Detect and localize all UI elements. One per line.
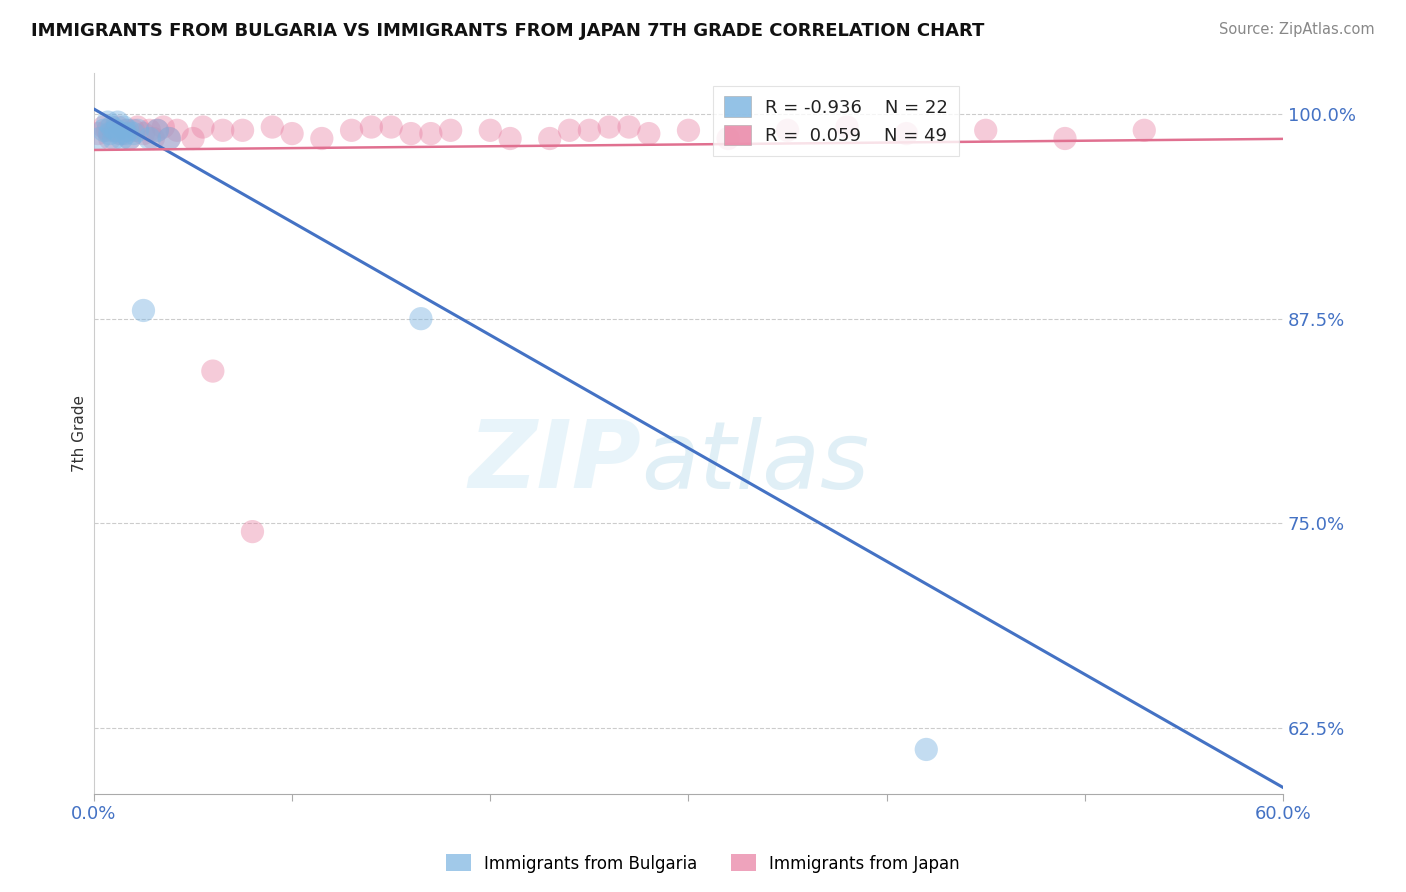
- Point: [114, 123, 136, 137]
- Point: [166, 123, 188, 137]
- Point: [122, 127, 145, 141]
- Y-axis label: 7th Grade: 7th Grade: [72, 395, 87, 472]
- Point: [89, 131, 111, 145]
- Point: [103, 131, 125, 145]
- Point: [311, 131, 333, 145]
- Point: [399, 127, 422, 141]
- Point: [232, 123, 254, 137]
- Point: [146, 123, 169, 137]
- Text: IMMIGRANTS FROM BULGARIA VS IMMIGRANTS FROM JAPAN 7TH GRADE CORRELATION CHART: IMMIGRANTS FROM BULGARIA VS IMMIGRANTS F…: [31, 22, 984, 40]
- Point: [281, 127, 304, 141]
- Point: [211, 123, 233, 137]
- Legend: R = -0.936    N = 22, R =  0.059    N = 49: R = -0.936 N = 22, R = 0.059 N = 49: [713, 86, 959, 156]
- Point: [111, 127, 134, 141]
- Point: [138, 123, 160, 137]
- Point: [117, 123, 139, 137]
- Point: [112, 120, 135, 134]
- Point: [201, 364, 224, 378]
- Point: [97, 115, 120, 129]
- Point: [915, 742, 938, 756]
- Point: [678, 123, 700, 137]
- Point: [409, 311, 432, 326]
- Point: [835, 120, 858, 134]
- Point: [896, 127, 918, 141]
- Point: [558, 123, 581, 137]
- Point: [380, 120, 402, 134]
- Point: [97, 123, 120, 137]
- Point: [157, 131, 180, 145]
- Text: ZIP: ZIP: [468, 417, 641, 508]
- Point: [157, 131, 180, 145]
- Point: [617, 120, 640, 134]
- Point: [152, 120, 174, 134]
- Point: [104, 123, 127, 137]
- Point: [98, 127, 121, 141]
- Point: [340, 123, 363, 137]
- Text: Source: ZipAtlas.com: Source: ZipAtlas.com: [1219, 22, 1375, 37]
- Point: [181, 131, 204, 145]
- Point: [127, 123, 149, 137]
- Point: [118, 131, 141, 145]
- Point: [637, 127, 659, 141]
- Point: [138, 131, 160, 145]
- Point: [103, 123, 125, 137]
- Point: [479, 123, 502, 137]
- Point: [127, 120, 149, 134]
- Point: [98, 131, 121, 145]
- Point: [440, 123, 463, 137]
- Point: [538, 131, 561, 145]
- Point: [776, 123, 799, 137]
- Point: [132, 303, 155, 318]
- Point: [142, 131, 165, 145]
- Point: [360, 120, 382, 134]
- Point: [100, 120, 122, 134]
- Point: [114, 127, 136, 141]
- Point: [132, 127, 155, 141]
- Point: [93, 120, 115, 134]
- Point: [118, 131, 141, 145]
- Point: [191, 120, 214, 134]
- Point: [146, 123, 169, 137]
- Point: [262, 120, 284, 134]
- Point: [598, 120, 620, 134]
- Point: [419, 127, 441, 141]
- Point: [499, 131, 522, 145]
- Point: [87, 127, 110, 141]
- Text: atlas: atlas: [641, 417, 869, 508]
- Legend: Immigrants from Bulgaria, Immigrants from Japan: Immigrants from Bulgaria, Immigrants fro…: [440, 847, 966, 880]
- Point: [242, 524, 264, 539]
- Point: [717, 131, 740, 145]
- Point: [1133, 123, 1156, 137]
- Point: [974, 123, 997, 137]
- Point: [122, 123, 145, 137]
- Point: [108, 127, 131, 141]
- Point: [107, 115, 129, 129]
- Point: [93, 123, 115, 137]
- Point: [578, 123, 600, 137]
- Point: [1053, 131, 1076, 145]
- Point: [107, 120, 129, 134]
- Point: [111, 131, 134, 145]
